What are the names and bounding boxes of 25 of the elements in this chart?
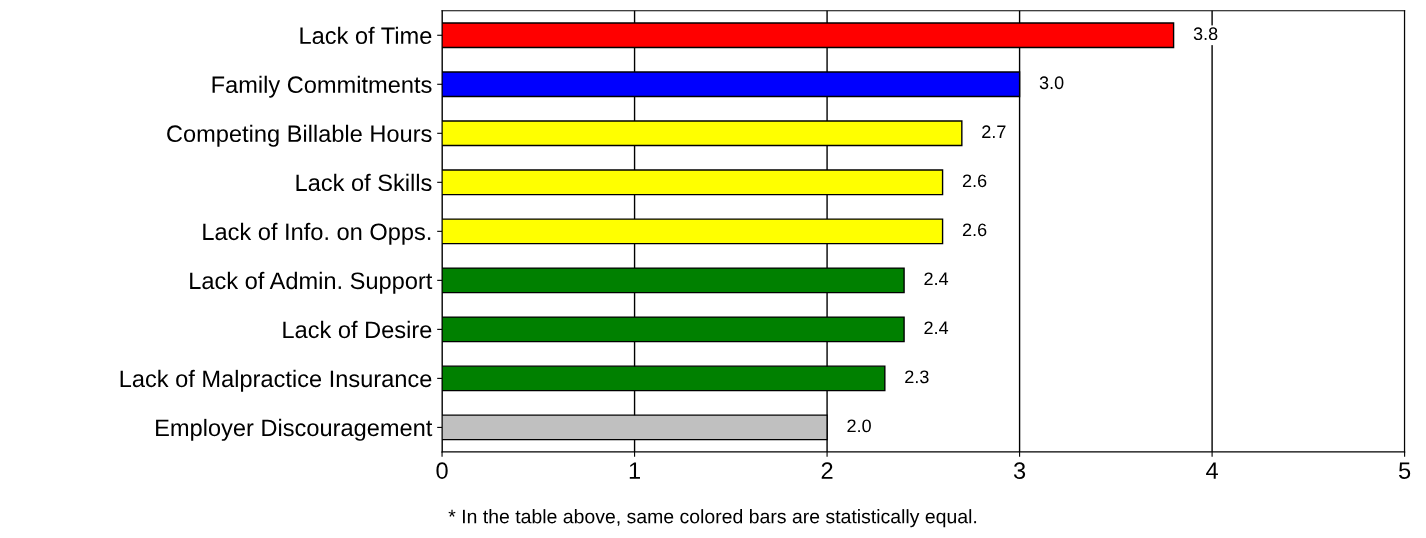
x-tick-label: 4 (1206, 462, 1218, 479)
y-tick-label: Lack of Desire (283, 320, 432, 339)
y-tick-label: Lack of Admin. Support (190, 271, 433, 294)
y-tick-label: Lack of Malpractice Insurance (120, 369, 432, 392)
y-tick-label: Family Commitments (212, 75, 432, 98)
y-tick-label: Employer Discouragement (156, 418, 433, 441)
data-label: 2.3 (905, 370, 929, 384)
x-tick-label: 1 (629, 462, 640, 479)
data-label: 2.4 (924, 272, 949, 286)
data-label: 2.7 (982, 125, 1006, 138)
y-tick-label: Lack of Info. on Opps. (203, 222, 431, 245)
data-label: 2.6 (962, 223, 987, 237)
x-tick-label: 5 (1398, 462, 1411, 479)
text: * In the table above, same colored bars are statistically equal. (448, 509, 977, 528)
data-label: 2.6 (962, 174, 987, 188)
x-tick-label: 3 (1013, 462, 1026, 479)
data-label: 3.0 (1039, 76, 1064, 90)
y-tick-label: Competing Billable Hours (167, 124, 432, 147)
x-tick-label: 0 (436, 462, 448, 479)
x-tick-label: 2 (821, 462, 833, 479)
data-label: 2.4 (924, 321, 949, 335)
y-tick-label: Lack of Skills (296, 173, 432, 192)
data-label: 3.8 (1193, 27, 1218, 41)
data-label: 2.0 (847, 419, 871, 433)
y-tick-label: Lack of Time (300, 26, 432, 45)
